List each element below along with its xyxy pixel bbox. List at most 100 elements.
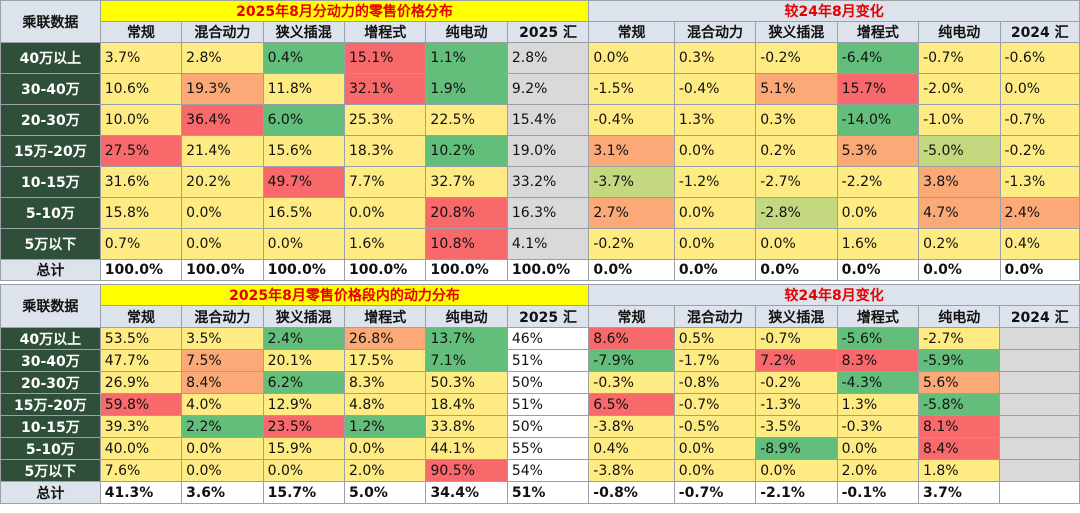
total-value-cell: 15.7% — [262, 481, 346, 504]
total-change-cell: 0.0% — [755, 259, 838, 281]
value-cell: 10.0% — [99, 104, 183, 136]
change-column-header: 纯电动 — [918, 21, 1001, 43]
total-change-cell: 0.0% — [999, 259, 1080, 281]
value-cell: 40.0% — [99, 437, 183, 460]
total-change-cell: 3.7% — [918, 481, 1001, 504]
value-cell: 0.0% — [343, 197, 427, 229]
column-header: 混合动力 — [181, 21, 264, 43]
table-row: 40万以上 3.7% 2.8% 0.4% 15.1% 1.1% 2.8% 0.0% 0.3% -0… — [0, 42, 1080, 74]
row-label: 40万以上 — [0, 327, 101, 350]
table-row: 5万以下 7.6% 0.0% 0.0% 2.0% 90.5% 54% -3.8% 0.0% 0.0… — [0, 459, 1080, 482]
change-cell: 1.3% — [673, 104, 757, 136]
value-cell: 20.1% — [262, 349, 346, 372]
change-cell: -5.9% — [918, 349, 1001, 372]
total-label: 总计 — [0, 259, 101, 281]
row-label: 30-40万 — [0, 73, 101, 105]
change-cell: 8.1% — [918, 415, 1001, 438]
table-row: 30-40万 10.6% 19.3% 11.8% 32.1% 1.9% 9.2% -1.5% -… — [0, 73, 1080, 105]
change-cell: -3.8% — [588, 459, 675, 482]
row-label: 10-15万 — [0, 166, 101, 198]
change-cell: 5.1% — [755, 73, 838, 105]
change-cell: 7.2% — [755, 349, 838, 372]
value-cell: 4.8% — [344, 393, 427, 416]
change-cell: -0.3% — [836, 415, 920, 438]
change-cell: -8.9% — [755, 437, 838, 460]
change-cell: -2.7% — [918, 327, 1001, 350]
value-cell: 2.0% — [344, 459, 427, 482]
change-cell: -7.9% — [588, 349, 675, 372]
change-column-header: 增程式 — [836, 305, 920, 328]
value-cell: 0.0% — [181, 228, 264, 260]
value-cell: 19.3% — [181, 73, 264, 105]
change-cell: 0.5% — [673, 327, 757, 350]
distribution-table-by-powertrain: 乘联数据 2025年8月分动力的零售价格分布 较24年8月变化 常规 混合动力 狭义插混增… — [0, 0, 1080, 281]
change-cell: 0.4% — [588, 437, 675, 460]
value-cell: 1.2% — [344, 415, 427, 438]
row-label: 5-10万 — [0, 437, 101, 460]
table-row: 10-15万 39.3% 2.2% 23.5% 1.2% 33.8% 50% -3.8% -0.… — [0, 415, 1080, 438]
change-cell: -0.2% — [999, 135, 1080, 167]
total-change-cell: -0.8% — [588, 481, 675, 504]
change-cell: -3.8% — [588, 415, 675, 438]
change-cell: -6.4% — [836, 42, 920, 74]
table-row: 30-40万 47.7% 7.5% 20.1% 17.5% 7.1% 51% -7.9% -1.… — [0, 349, 1080, 372]
change-cell: 0.0% — [673, 437, 757, 460]
column-header: 纯电动 — [425, 305, 508, 328]
value-cell: 17.5% — [344, 349, 427, 372]
change-cell: 0.2% — [755, 135, 838, 167]
change-cell: -5.8% — [918, 393, 1001, 416]
value-cell: 16.3% — [506, 197, 590, 229]
value-cell: 0.0% — [181, 459, 264, 482]
table-row: 40万以上 53.5% 3.5% 2.4% 26.8% 13.7% 46% 8.6% 0.5% -… — [0, 327, 1080, 350]
change-cell: 0.2% — [918, 228, 1001, 260]
change-cell: -0.7% — [755, 327, 838, 350]
change-cell: -1.2% — [673, 166, 757, 198]
value-cell: 3.5% — [181, 327, 264, 350]
change-cell: 0.0% — [999, 73, 1080, 105]
row-label: 20-30万 — [0, 371, 101, 394]
value-cell: 15.1% — [343, 42, 427, 74]
row-label: 40万以上 — [0, 42, 101, 74]
change-cell: 5.6% — [918, 371, 1001, 394]
value-cell: 26.8% — [344, 327, 427, 350]
value-cell: 10.6% — [99, 73, 183, 105]
column-header: 常规 — [99, 21, 183, 43]
value-cell: 2.4% — [262, 327, 346, 350]
value-cell: 90.5% — [425, 459, 508, 482]
value-cell: 50% — [506, 371, 590, 394]
row-label: 20-30万 — [0, 104, 101, 136]
change-cell: 0.0% — [673, 135, 757, 167]
table-row: 15万-20万 59.8% 4.0% 12.9% 4.8% 18.4% 51% 6.5% -0.… — [0, 393, 1080, 416]
value-cell: 18.3% — [343, 135, 427, 167]
change-cell: -0.7% — [999, 104, 1080, 136]
change-cell: -0.7% — [673, 393, 757, 416]
change-column-header: 纯电动 — [918, 305, 1001, 328]
value-cell: 53.5% — [99, 327, 183, 350]
value-cell: 3.7% — [99, 42, 183, 74]
change-cell: 2.4% — [999, 197, 1080, 229]
total-value-cell: 100.0% — [181, 259, 264, 281]
value-cell: 54% — [506, 459, 590, 482]
value-cell: 11.8% — [262, 73, 346, 105]
change-cell: 3.1% — [588, 135, 675, 167]
value-cell: 0.7% — [99, 228, 183, 260]
total-row: 总计 41.3% 3.6% 15.7% 5.0% 34.4% 51% -0.8% -0.7% -2… — [0, 481, 1080, 504]
value-cell: 59.8% — [99, 393, 183, 416]
value-cell: 7.1% — [425, 349, 508, 372]
value-cell: 10.8% — [425, 228, 508, 260]
value-cell: 39.3% — [99, 415, 183, 438]
change-cell: 0.0% — [673, 228, 757, 260]
value-cell: 25.3% — [343, 104, 427, 136]
row-label: 15万-20万 — [0, 393, 101, 416]
total-label: 总计 — [0, 481, 101, 504]
row-label: 5万以下 — [0, 459, 101, 482]
change-cell: 2.0% — [836, 459, 920, 482]
change-cell: -5.6% — [836, 327, 920, 350]
change-cell: -0.4% — [673, 73, 757, 105]
change-title: 较24年8月变化 — [588, 284, 1080, 306]
total-change-cell: 0.0% — [588, 259, 675, 281]
value-cell: 7.5% — [181, 349, 264, 372]
value-cell: 6.0% — [262, 104, 346, 136]
change-cell: -1.7% — [673, 349, 757, 372]
value-cell: 27.5% — [99, 135, 183, 167]
